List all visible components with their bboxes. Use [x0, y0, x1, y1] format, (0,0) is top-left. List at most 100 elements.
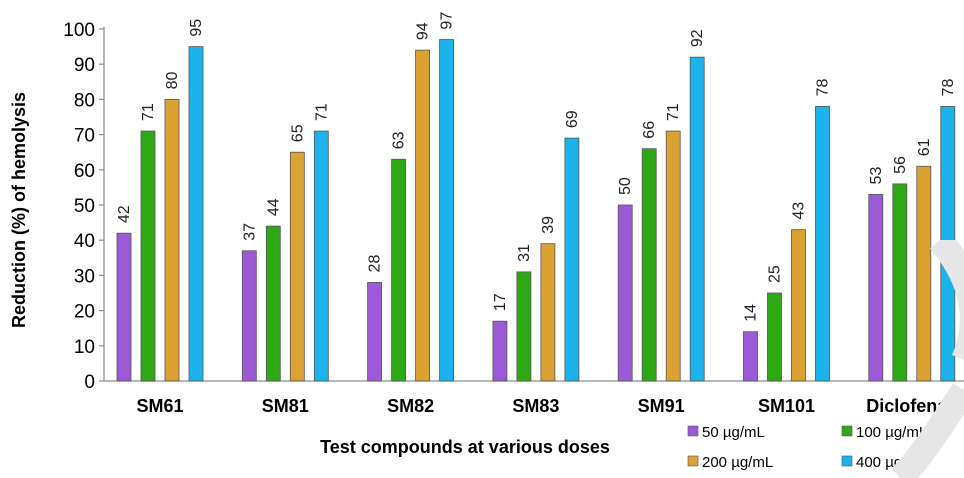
data-label: 66: [641, 121, 658, 139]
legend-item: 50 µg/mL: [687, 424, 765, 441]
bar-group: 17 31 39 69: [492, 110, 581, 382]
bar: [164, 99, 180, 382]
data-label: 31: [516, 244, 533, 262]
y-tick-label: 30: [74, 266, 95, 287]
bar: [916, 165, 932, 382]
category-label: SM81: [262, 396, 309, 416]
bar: [140, 130, 156, 382]
legend-label: 100 µg/mL: [856, 424, 927, 441]
data-label: 43: [791, 202, 808, 220]
data-label: 69: [564, 110, 581, 128]
y-axis-title: Reduction (%) of hemolysis: [9, 92, 29, 328]
category-label: SM101: [758, 396, 815, 416]
bar: [415, 49, 431, 382]
bar: [313, 130, 329, 382]
bar: [665, 130, 681, 382]
data-label: 94: [415, 22, 432, 40]
bar-groups: 42 71 80 95 37 44 65 71 28 63 94 97 17 31 39 69 50 66 71 92…: [116, 12, 957, 382]
bar-group: 53 56 61 78: [868, 79, 957, 382]
y-tick-label: 70: [74, 126, 95, 147]
bar-group: 14 25 43 78: [743, 79, 832, 382]
data-label: 56: [892, 156, 909, 174]
y-tick-label: 10: [74, 337, 95, 358]
data-label: 61: [916, 138, 933, 156]
x-axis-title: Test compounds at various doses: [320, 437, 610, 457]
legend-label: 200 µg/mL: [702, 454, 773, 471]
data-label: 78: [940, 79, 957, 97]
data-label: 63: [391, 131, 408, 149]
legend-swatch: [841, 455, 853, 467]
legend-swatch: [841, 425, 853, 437]
legend-swatch: [687, 425, 699, 437]
data-label: 80: [164, 72, 181, 90]
y-tick-label: 20: [74, 302, 95, 323]
y-tick-label: 100: [63, 20, 95, 41]
data-label: 78: [815, 79, 832, 97]
category-label: SM83: [512, 396, 559, 416]
data-label: 92: [689, 29, 706, 47]
data-label: 71: [665, 103, 682, 121]
bar: [492, 320, 508, 382]
bar: [767, 292, 782, 382]
data-label: 53: [868, 167, 885, 185]
data-label: 28: [367, 255, 384, 273]
data-label: 71: [313, 103, 330, 121]
data-label: 65: [289, 124, 306, 142]
bar: [265, 225, 281, 382]
legend-label: 400 µg/mL: [856, 454, 927, 471]
category-label: SM61: [136, 396, 183, 416]
data-label: 71: [140, 103, 157, 121]
bar: [815, 106, 830, 382]
bar: [540, 243, 556, 382]
data-label: 25: [767, 265, 784, 283]
bar-group: 50 66 71 92: [617, 29, 706, 382]
bar: [367, 282, 383, 382]
data-label: 39: [540, 216, 557, 234]
bar: [564, 137, 580, 382]
category-label: SM91: [638, 396, 685, 416]
bar-group: 28 63 94 97: [367, 12, 456, 382]
bar-group: 37 44 65 71: [241, 103, 330, 382]
bar: [743, 331, 758, 382]
category-labels: SM61 SM81 SM82 SM83 SM91 SM101 Diclofenac: [136, 396, 957, 416]
data-label: 95: [188, 19, 205, 37]
data-label: 97: [439, 12, 456, 30]
y-tick-label: 90: [74, 55, 95, 76]
bar: [439, 39, 455, 382]
category-label: Diclofenac: [866, 396, 957, 416]
bar: [116, 232, 132, 382]
bar: [188, 46, 204, 382]
data-label: 37: [241, 223, 258, 241]
y-tick-label: 50: [74, 196, 95, 217]
bar: [791, 229, 806, 382]
bar: [516, 271, 532, 382]
legend-label: 50 µg/mL: [702, 424, 765, 441]
y-axis: 0 10 20 30 40 50 60 70 80 90 100: [63, 20, 964, 393]
data-label: 14: [743, 304, 760, 322]
legend-item: 400 µg/mL: [841, 454, 927, 471]
bar: [617, 204, 633, 382]
legend-item: 100 µg/mL: [841, 424, 927, 441]
bar: [940, 106, 956, 382]
y-tick-label: 80: [74, 90, 95, 111]
bar: [289, 151, 305, 382]
bar: [241, 250, 257, 382]
bar-group: 42 71 80 95: [116, 19, 205, 382]
bar: [892, 183, 908, 382]
y-tick-label: 0: [84, 372, 95, 393]
data-label: 17: [492, 293, 509, 311]
data-label: 50: [617, 177, 634, 195]
y-tick-label: 40: [74, 231, 95, 252]
bar: [689, 56, 705, 382]
legend-swatch: [687, 455, 699, 467]
y-tick-label: 60: [74, 161, 95, 182]
category-label: SM82: [387, 396, 434, 416]
legend-item: 200 µg/mL: [687, 454, 773, 471]
data-label: 44: [265, 198, 282, 216]
data-label: 42: [116, 205, 133, 223]
bar: [641, 148, 657, 382]
bar: [868, 194, 884, 382]
bar: [391, 158, 407, 382]
legend: 50 µg/mL 100 µg/mL 200 µg/mL 400 µg/mL: [687, 424, 927, 471]
